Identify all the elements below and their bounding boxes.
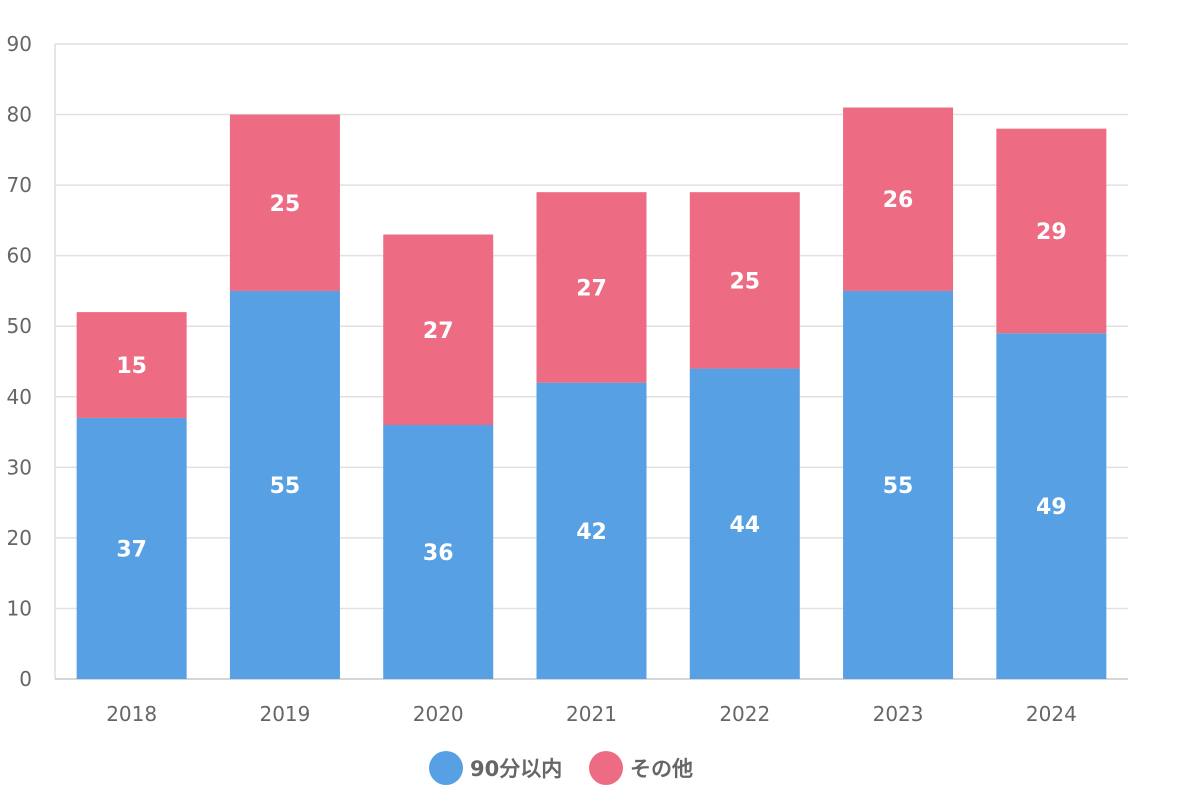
x-axis-ticks: 2018 2019 2020 2021 2022 2023 2024 [106, 702, 1077, 726]
bars [76, 107, 1107, 679]
legend-label: その他 [630, 757, 693, 781]
x-tick-label: 2024 [1026, 702, 1077, 726]
x-tick-label: 2021 [566, 702, 617, 726]
y-axis-ticks: 0 10 20 30 40 50 60 70 80 90 [7, 32, 32, 691]
x-tick-label: 2020 [413, 702, 464, 726]
bar-series-1-2019 [229, 290, 340, 679]
y-tick-label: 80 [7, 103, 32, 127]
data-label: 55 [270, 474, 301, 499]
bar-series-1-2018 [76, 417, 187, 679]
bar-series-1-2023 [843, 290, 954, 679]
data-label: 55 [883, 474, 914, 499]
bar-series-2-2024 [996, 128, 1107, 334]
data-label: 36 [423, 541, 454, 566]
bar-series-1-2024 [996, 333, 1107, 679]
bar-series-1-2021 [536, 382, 647, 679]
bar-series-2-2022 [689, 192, 800, 369]
data-labels: 37 15 55 25 36 27 42 27 44 25 55 26 49 29 [116, 188, 1066, 566]
x-tick-label: 2018 [106, 702, 157, 726]
data-label: 49 [1036, 495, 1067, 520]
bar-series-2-2019 [229, 114, 340, 291]
y-tick-label: 10 [7, 596, 32, 620]
data-label: 42 [576, 520, 607, 545]
y-tick-label: 90 [7, 32, 32, 56]
data-label: 15 [116, 354, 147, 379]
data-label: 37 [116, 537, 147, 562]
bar-series-2-2023 [843, 107, 954, 291]
legend: 90分以内 その他 [429, 751, 693, 785]
data-label: 27 [576, 276, 607, 301]
data-label: 26 [883, 188, 914, 213]
y-tick-label: 20 [7, 526, 32, 550]
legend-swatch [589, 751, 623, 785]
y-tick-label: 50 [7, 314, 32, 338]
x-tick-label: 2019 [259, 702, 310, 726]
legend-swatch [429, 751, 463, 785]
bar-series-1-2022 [689, 368, 800, 679]
bar-series-1-2020 [383, 425, 494, 679]
y-tick-label: 70 [7, 173, 32, 197]
x-tick-label: 2023 [873, 702, 924, 726]
y-tick-label: 60 [7, 244, 32, 268]
data-label: 27 [423, 319, 454, 344]
y-tick-label: 40 [7, 385, 32, 409]
y-tick-label: 0 [19, 667, 32, 691]
bar-series-2-2021 [536, 192, 647, 383]
data-label: 29 [1036, 220, 1067, 245]
data-label: 25 [270, 192, 301, 217]
bar-series-2-2018 [76, 312, 187, 418]
y-tick-label: 30 [7, 455, 32, 479]
x-tick-label: 2022 [719, 702, 770, 726]
bar-series-2-2020 [383, 234, 494, 425]
data-label: 44 [729, 513, 760, 538]
data-label: 25 [729, 269, 760, 294]
legend-label: 90分以内 [470, 757, 562, 781]
